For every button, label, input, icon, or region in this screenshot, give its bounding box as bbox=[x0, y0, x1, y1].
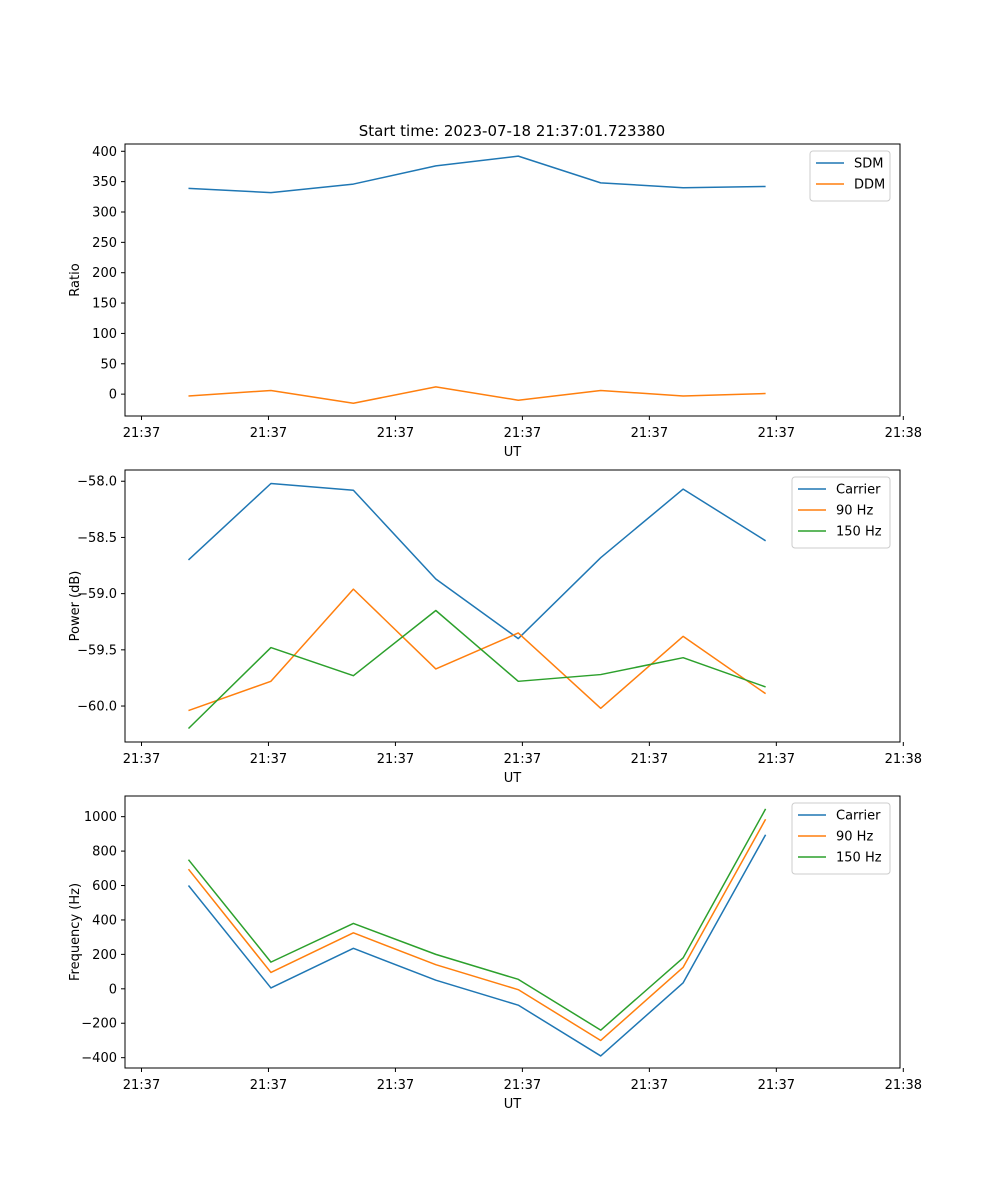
x-tick-label: 21:37 bbox=[123, 752, 160, 767]
x-tick-label: 21:37 bbox=[504, 752, 541, 767]
x-tick-label: 21:37 bbox=[123, 426, 160, 441]
x-tick-label: 21:37 bbox=[758, 752, 795, 767]
chart-panel-2: −60.0 −59.5 −59.0 −58.5 −58.0 21:37 21:37 21:37… bbox=[68, 469, 922, 786]
y-tick-label: 400 bbox=[92, 145, 117, 160]
x-tick-label: 21:37 bbox=[504, 1078, 541, 1093]
y-tick-label: −400 bbox=[81, 1051, 117, 1066]
y-tick-label: −59.5 bbox=[77, 643, 117, 658]
x-axis-label: UT bbox=[504, 771, 522, 786]
y-tick-label: 1000 bbox=[84, 810, 117, 825]
series-line-sdm bbox=[188, 155, 766, 194]
series-line-150-hz bbox=[187, 808, 767, 1031]
y-tick-label: 200 bbox=[92, 266, 117, 281]
y-tick-label: −59.0 bbox=[77, 587, 117, 602]
y-axis-label: Power (dB) bbox=[68, 571, 83, 642]
x-axis-label: UT bbox=[504, 445, 522, 460]
legend-label: 90 Hz bbox=[836, 504, 873, 519]
series-line-90-hz bbox=[188, 588, 767, 712]
y-tick-label: 100 bbox=[92, 327, 117, 342]
y-tick-label: −200 bbox=[81, 1017, 117, 1032]
legend: Carrier 90 Hz 150 Hz bbox=[791, 476, 891, 549]
legend-label: SDM bbox=[854, 157, 883, 172]
legend: SDM DDM bbox=[809, 150, 891, 202]
x-tick-label: 21:37 bbox=[250, 426, 287, 441]
y-tick-label: 300 bbox=[92, 206, 117, 221]
y-tick-label: 0 bbox=[109, 982, 117, 997]
y-tick-label: 600 bbox=[92, 879, 117, 894]
x-tick-label: 21:37 bbox=[377, 752, 414, 767]
series-line-90-hz bbox=[187, 818, 767, 1042]
y-tick-label: 800 bbox=[92, 845, 117, 860]
y-tick-label: 400 bbox=[92, 913, 117, 928]
y-tick-label: −58.0 bbox=[77, 475, 117, 490]
series-line-150-hz bbox=[187, 609, 766, 730]
x-tick-label: 21:37 bbox=[123, 1078, 160, 1093]
x-tick-label: 21:37 bbox=[758, 426, 795, 441]
chart-panel-1: 0 50 100 150 200 250 300 350 400 21:37 21:37 21:37 2… bbox=[68, 143, 922, 460]
x-tick-label: 21:38 bbox=[885, 752, 922, 767]
legend-label: 150 Hz bbox=[836, 851, 882, 866]
legend-label: Carrier bbox=[836, 483, 881, 498]
y-tick-label: 0 bbox=[109, 388, 117, 403]
y-tick-label: 250 bbox=[92, 236, 117, 251]
legend-label: 150 Hz bbox=[836, 525, 882, 540]
legend: Carrier 90 Hz 150 Hz bbox=[791, 802, 891, 875]
panels: 0 50 100 150 200 250 300 350 400 21:37 21:37 21:37 2… bbox=[68, 143, 922, 1112]
y-tick-label: 50 bbox=[100, 357, 117, 372]
y-tick-label: 350 bbox=[92, 175, 117, 190]
legend-label: Carrier bbox=[836, 809, 881, 824]
x-tick-label: 21:37 bbox=[631, 752, 668, 767]
x-tick-label: 21:37 bbox=[631, 1078, 668, 1093]
x-tick-label: 21:37 bbox=[250, 1078, 287, 1093]
x-tick-label: 21:37 bbox=[377, 426, 414, 441]
x-tick-label: 21:37 bbox=[758, 1078, 795, 1093]
axes-frame bbox=[124, 469, 901, 743]
series-line-ddm bbox=[188, 386, 766, 404]
x-tick-label: 21:38 bbox=[885, 426, 922, 441]
x-tick-label: 21:37 bbox=[631, 426, 668, 441]
axes-frame bbox=[124, 795, 901, 1069]
y-tick-label: −58.5 bbox=[77, 531, 117, 546]
chart-panel-3: −400 −200 0 200 400 600 800 1000 21:37 21:37 21:37… bbox=[68, 795, 922, 1112]
x-tick-label: 21:38 bbox=[885, 1078, 922, 1093]
y-axis-label: Frequency (Hz) bbox=[68, 883, 83, 981]
series-line-carrier bbox=[187, 834, 767, 1057]
legend-label: 90 Hz bbox=[836, 830, 873, 845]
y-tick-label: −60.0 bbox=[77, 700, 117, 715]
x-tick-label: 21:37 bbox=[504, 426, 541, 441]
chart-title: Start time: 2023-07-18 21:37:01.723380 bbox=[359, 122, 665, 140]
axes-frame bbox=[124, 143, 901, 417]
y-axis-label: Ratio bbox=[68, 263, 83, 296]
legend-label: DDM bbox=[854, 178, 885, 193]
x-axis-label: UT bbox=[504, 1097, 522, 1112]
y-tick-label: 200 bbox=[92, 948, 117, 963]
y-tick-label: 150 bbox=[92, 297, 117, 312]
series-line-carrier bbox=[187, 482, 767, 640]
x-tick-label: 21:37 bbox=[250, 752, 287, 767]
x-tick-label: 21:37 bbox=[377, 1078, 414, 1093]
